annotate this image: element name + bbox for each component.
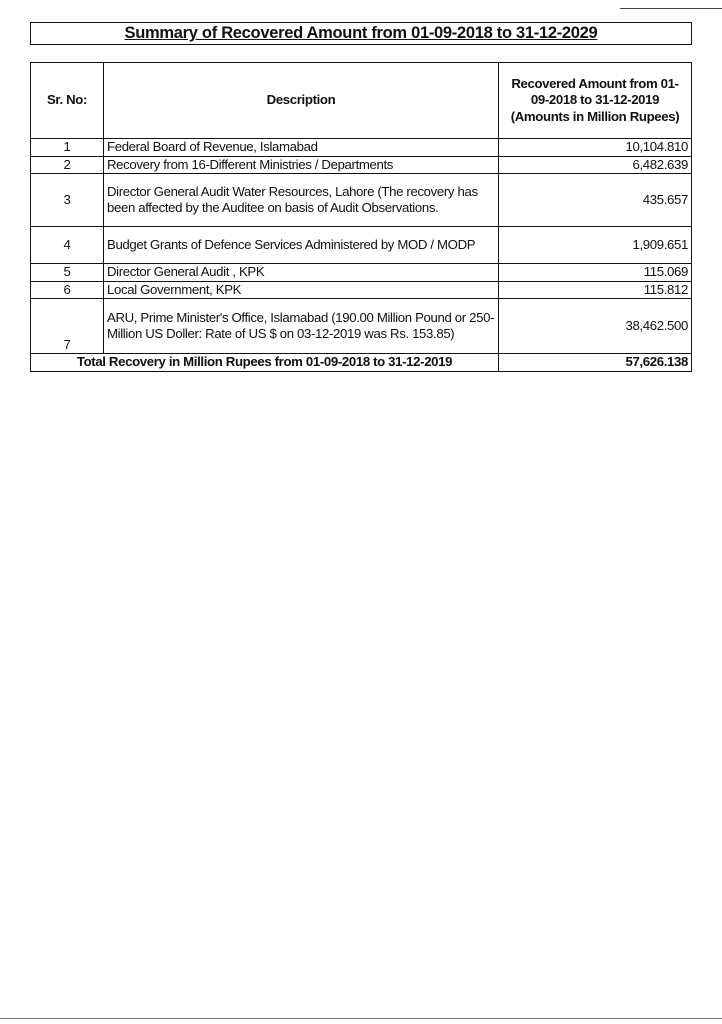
sr-cell: 3 xyxy=(30,173,104,227)
description-cell: Director General Audit Water Resources, … xyxy=(103,173,499,227)
total-row: Total Recovery in Million Rupees from 01… xyxy=(30,353,692,372)
amount-cell: 435.657 xyxy=(498,173,692,227)
table-row: 6 Local Government, KPK 115.812 xyxy=(30,280,692,299)
sr-cell: 1 xyxy=(30,138,104,157)
table-row: 5 Director General Audit , KPK 115.069 xyxy=(30,263,692,282)
sr-cell: 2 xyxy=(30,155,104,174)
table-row: 3 Director General Audit Water Resources… xyxy=(30,173,692,227)
table-row: 1 Federal Board of Revenue, Islamabad 10… xyxy=(30,138,692,157)
amount-cell: 6,482.639 xyxy=(498,155,692,174)
table-row: 2 Recovery from 16-Different Ministries … xyxy=(30,155,692,174)
total-amount: 57,626.138 xyxy=(498,353,692,372)
sr-cell: 6 xyxy=(30,280,104,299)
header-sr-no: Sr. No: xyxy=(30,62,104,139)
sr-cell: 7 xyxy=(30,298,104,354)
header-row: Sr. No: Description Recovered Amount fro… xyxy=(30,62,692,139)
description-cell: Federal Board of Revenue, Islamabad xyxy=(103,138,499,157)
title-text: Summary of Recovered Amount from 01-09-2… xyxy=(124,24,598,42)
header-description: Description xyxy=(103,62,499,139)
description-cell: Director General Audit , KPK xyxy=(103,263,499,282)
document-title: Summary of Recovered Amount from 01-09-2… xyxy=(30,22,692,45)
total-label: Total Recovery in Million Rupees from 01… xyxy=(30,353,499,372)
amount-cell: 10,104.810 xyxy=(498,138,692,157)
amount-cell: 115.812 xyxy=(498,280,692,299)
amount-cell: 115.069 xyxy=(498,263,692,282)
sr-cell: 5 xyxy=(30,263,104,282)
description-cell: Budget Grants of Defence Services Admini… xyxy=(103,226,499,264)
amount-cell: 38,462.500 xyxy=(498,298,692,354)
amount-cell: 1,909.651 xyxy=(498,226,692,264)
table-row: 7 ARU, Prime Minister's Office, Islamaba… xyxy=(30,298,692,354)
scan-edge-line xyxy=(620,8,722,9)
recovery-summary-table: Sr. No: Description Recovered Amount fro… xyxy=(30,62,692,372)
description-cell: ARU, Prime Minister's Office, Islamabad … xyxy=(103,298,499,354)
table-row: 4 Budget Grants of Defence Services Admi… xyxy=(30,226,692,264)
description-cell: Local Government, KPK xyxy=(103,280,499,299)
description-cell: Recovery from 16-Different Ministries / … xyxy=(103,155,499,174)
sr-cell: 4 xyxy=(30,226,104,264)
header-amount: Recovered Amount from 01-09-2018 to 31-1… xyxy=(498,62,692,139)
scan-edge-line xyxy=(0,1018,722,1019)
